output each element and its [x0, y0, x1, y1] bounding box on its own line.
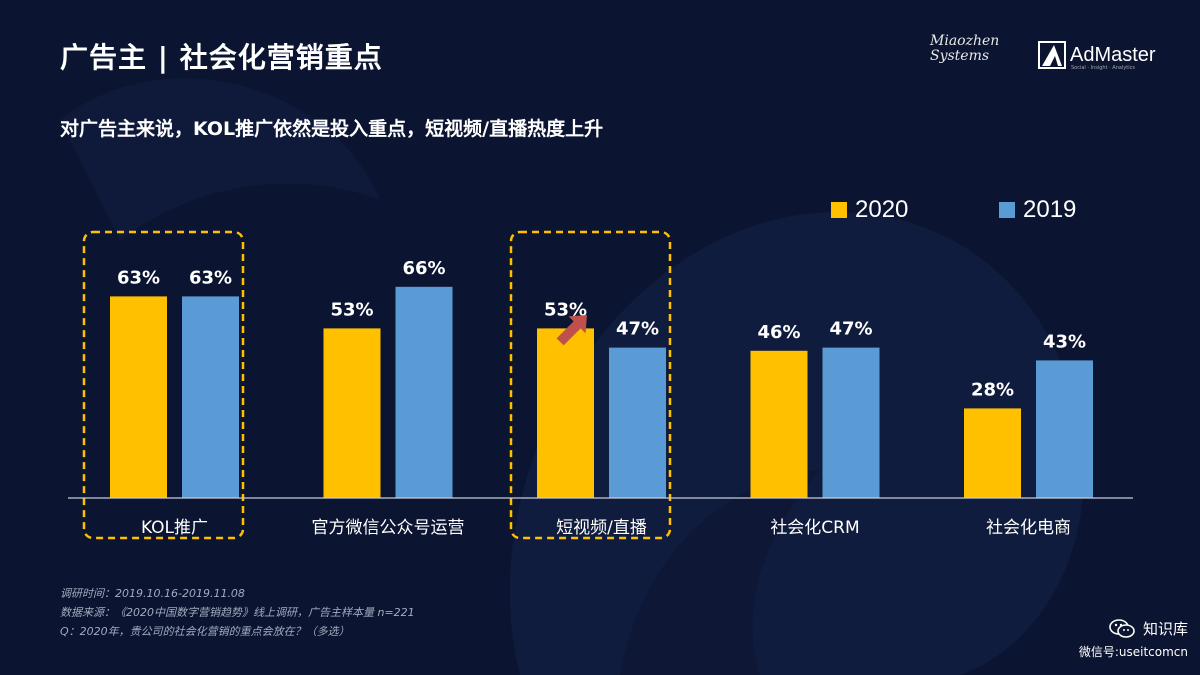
admaster-logo: AdMaster Social · Insight · Analytics [1038, 40, 1156, 71]
category-label-1: 官方微信公众号运营 [312, 518, 465, 538]
miaozhen-logo-line1: Miaozhen [930, 33, 1000, 49]
highlight-box-2 [509, 230, 672, 540]
page-subtitle: 对广告主来说，KOL推广依然是投入重点，短视频/直播热度上升 [60, 118, 604, 140]
value-label-2019-3: 47% [829, 319, 872, 340]
legend-swatch-2019 [999, 202, 1015, 218]
bar-2019-2 [609, 347, 666, 498]
value-label-2020-2: 53% [544, 299, 587, 320]
bar-2020-2 [537, 328, 594, 498]
miaozhen-logo-line2: Systems [930, 48, 990, 64]
page-title: 广告主 | 社会化营销重点 [60, 41, 383, 74]
footnotes: 调研时间：2019.10.16-2019.11.08 数据来源：《2020中国数… [60, 584, 415, 641]
legend-label-2020: 2020 [855, 196, 909, 223]
bar-2020-4 [964, 408, 1021, 498]
category-label-0: KOL推广 [141, 518, 208, 538]
bar-2019-4 [1036, 360, 1093, 498]
legend-swatch-2020 [831, 202, 847, 218]
highlight-box-0 [82, 230, 245, 540]
admaster-mark-icon [1038, 41, 1066, 69]
watermark-name: 知识库 [1142, 620, 1188, 638]
bar-2019-1 [395, 286, 453, 498]
value-label-2019-1: 66% [402, 258, 445, 279]
bar-2020-0 [110, 296, 167, 498]
footnote-data-source: 数据来源：《2020中国数字营销趋势》线上调研，广告主样本量 n=221 [60, 606, 415, 619]
legend-item-2019: 2019 [999, 196, 1076, 224]
bar-2019-0 [182, 296, 239, 498]
value-label-2019-4: 43% [1043, 331, 1086, 352]
legend-label-2019: 2019 [1023, 196, 1077, 223]
value-label-2019-0: 63% [189, 267, 232, 288]
admaster-tagline: Social · Insight · Analytics [1071, 65, 1136, 71]
watermark-account: 微信号:useitcomcn [1078, 645, 1188, 659]
bar-2019-3 [822, 347, 880, 498]
value-label-2020-4: 28% [971, 379, 1014, 400]
legend-item-2020: 2020 [831, 196, 908, 224]
category-label-4: 社会化电商 [986, 518, 1071, 538]
admaster-name: AdMaster [1070, 43, 1156, 66]
wechat-icon [1109, 618, 1135, 638]
value-label-2020-0: 63% [117, 267, 160, 288]
value-label-2020-3: 46% [757, 322, 800, 343]
trend-up-arrow-icon [556, 315, 587, 346]
footnote-survey-period: 调研时间：2019.10.16-2019.11.08 [60, 587, 245, 600]
bar-2020-3 [750, 350, 808, 498]
bar-2020-1 [323, 328, 381, 498]
category-label-2: 短视频/直播 [556, 518, 647, 538]
miaozhen-logo: Miaozhen Systems [930, 33, 1000, 64]
footnote-question: Q：2020年，贵公司的社会化营销的重点会放在？（多选） [60, 625, 350, 638]
value-label-2019-2: 47% [616, 319, 659, 340]
value-label-2020-1: 53% [330, 299, 373, 320]
watermark: 知识库 微信号:useitcomcn [1079, 618, 1188, 660]
category-label-3: 社会化CRM [770, 518, 859, 538]
